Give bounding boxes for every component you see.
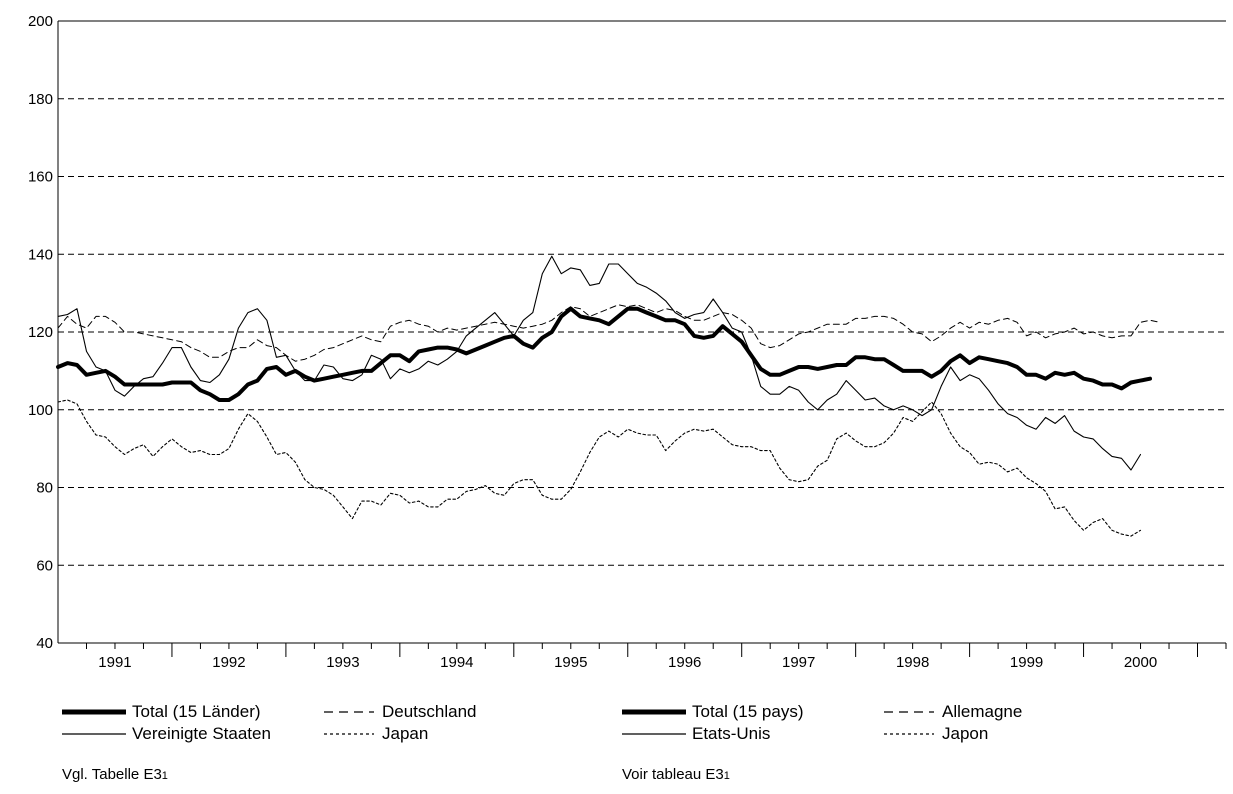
legend-swatch-dashed [884, 711, 934, 713]
legend-swatch-dashed [324, 711, 374, 713]
x-tick-label: 1999 [1010, 654, 1043, 671]
x-tick-label: 1996 [668, 654, 701, 671]
legend-item-japan-fr: Japon [884, 723, 988, 745]
legend-label: Allemagne [942, 702, 1023, 721]
grid-lines [58, 98, 1226, 566]
legend-label: Deutschland [382, 702, 477, 721]
legend-label: Vereinigte Staaten [132, 724, 271, 743]
legend-swatch-thin-solid [622, 733, 686, 735]
legend-label: Japan [382, 724, 429, 743]
legend-swatch-thick-solid [622, 709, 686, 715]
legend-item-total-fr: Total (15 pays) [622, 701, 884, 723]
y-tick-label: 180 [28, 91, 53, 108]
y-tick-label: 80 [36, 480, 53, 497]
legend-item-total-de: Total (15 Länder) [62, 701, 324, 723]
x-tick-label: 1997 [782, 654, 815, 671]
legend-french: Total (15 pays) Allemagne Etats-Unis Jap… [622, 701, 1022, 745]
source-note-french: Voir tableau E31 [622, 766, 730, 783]
legend-label: Etats-Unis [692, 724, 771, 743]
y-tick-label: 200 [28, 13, 53, 30]
series-line-japan [57, 399, 1142, 537]
legend-item-germany-fr: Allemagne [884, 701, 1022, 723]
plot-frame [57, 20, 1226, 644]
legend-german: Total (15 Länder) Deutschland Vereinigte… [62, 701, 477, 745]
legend-label: Total (15 pays) [692, 702, 804, 721]
source-note-german: Vgl. Tabelle E31 [62, 766, 168, 783]
source-note-text: Vgl. Tabelle E3 [62, 766, 162, 783]
x-tick-label: 2000 [1124, 654, 1157, 671]
y-tick-label: 100 [28, 402, 53, 419]
y-axis: 40 60 80 100 120 140 160 180 200 [28, 13, 53, 652]
x-tick-label: 1991 [98, 654, 131, 671]
source-note-sub: 1 [723, 770, 730, 782]
y-tick-label: 140 [28, 246, 53, 263]
x-tick-label: 1992 [212, 654, 245, 671]
legend-label: Japon [942, 724, 989, 743]
legend-item-germany-de: Deutschland [324, 701, 477, 723]
x-tick-label: 1998 [896, 654, 929, 671]
legend-swatch-dotted [324, 733, 374, 735]
y-tick-label: 120 [28, 324, 53, 341]
legend-swatch-dotted [884, 733, 934, 735]
series-line-deutschland [57, 304, 1160, 362]
series-line-vereinigte-staaten [57, 255, 1142, 471]
x-tick-label: 1994 [440, 654, 473, 671]
source-note-sub: 1 [161, 770, 168, 782]
y-tick-label: 160 [28, 169, 53, 186]
legend-label: Total (15 Länder) [132, 702, 261, 721]
y-tick-label: 60 [36, 557, 53, 574]
x-axis: 1991 1992 1993 1994 1995 1996 1997 1998 1999 2000 [85, 643, 1227, 671]
source-note-text: Voir tableau E3 [622, 766, 724, 783]
legend-item-usa-de: Vereinigte Staaten [62, 723, 324, 745]
series-lines [56, 255, 1160, 537]
legend-item-japan-de: Japan [324, 723, 428, 745]
series-line-total-15-l-nder [56, 306, 1152, 402]
legend-swatch-thick-solid [62, 709, 126, 715]
legend-item-usa-fr: Etats-Unis [622, 723, 884, 745]
x-tick-label: 1995 [554, 654, 587, 671]
legend-swatch-thin-solid [62, 733, 126, 735]
x-tick-label: 1993 [326, 654, 359, 671]
y-tick-label: 40 [36, 635, 53, 652]
